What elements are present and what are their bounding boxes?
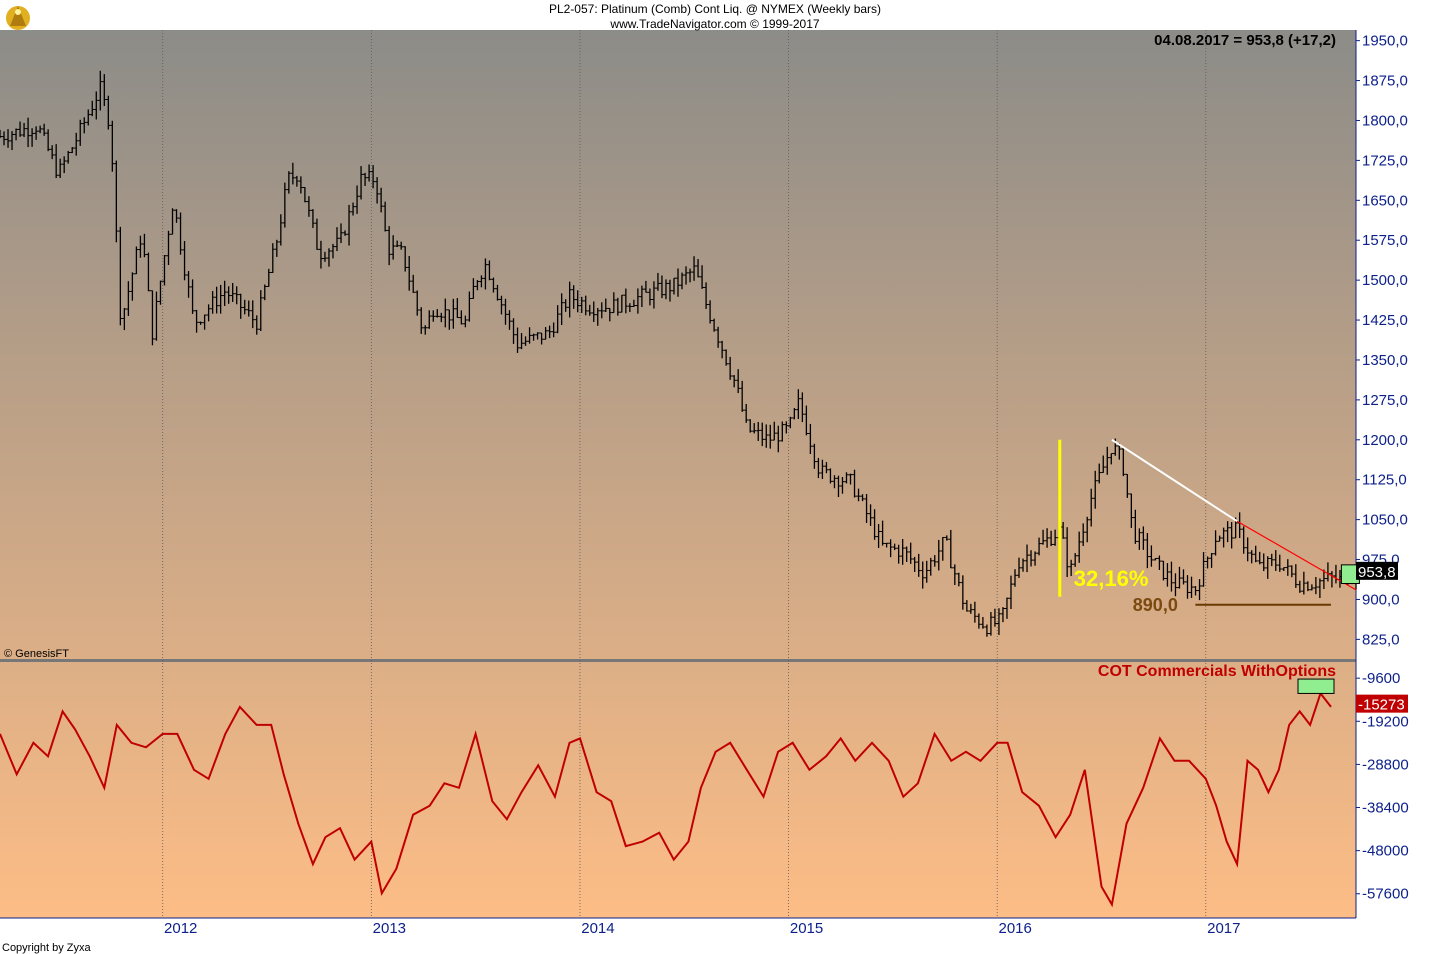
price-series bbox=[0, 70, 1358, 637]
price-y-tick-label: 1500,0 bbox=[1362, 272, 1408, 289]
x-tick-label: 2016 bbox=[998, 920, 1031, 937]
price-y-tick-label: 1725,0 bbox=[1362, 152, 1408, 169]
last-quote-label: 04.08.2017 = 953,8 (+17,2) bbox=[1154, 32, 1336, 49]
logo-icon bbox=[6, 6, 30, 30]
price-y-tick-label: 1800,0 bbox=[1362, 112, 1408, 129]
price-y-tick-label: 1125,0 bbox=[1362, 472, 1407, 489]
cot-y-tick-label: -28800 bbox=[1362, 756, 1409, 773]
cot-y-tick-label: -19200 bbox=[1362, 713, 1409, 730]
price-y-tick-label: 1875,0 bbox=[1362, 73, 1408, 90]
cot-last-badge bbox=[1356, 694, 1408, 713]
x-tick-label: 2017 bbox=[1207, 920, 1240, 937]
chart-title: PL2-057: Platinum (Comb) Cont Liq. @ NYM… bbox=[549, 2, 881, 16]
x-tick-label: 2012 bbox=[164, 920, 197, 937]
price-y-tick-label: 1050,0 bbox=[1362, 512, 1408, 529]
cot-last-badge-text: -15273 bbox=[1358, 697, 1405, 714]
plot-background bbox=[0, 30, 1356, 918]
price-annotations: 32,16% 890,0 953,8 bbox=[1058, 438, 1398, 615]
price-y-tick-label: 1275,0 bbox=[1362, 392, 1408, 409]
chart-subtitle: www.TradeNavigator.com © 1999-2017 bbox=[609, 17, 819, 31]
x-axis: 2012 2013 2014 2015 2016 2017 bbox=[0, 30, 1357, 937]
x-tick-label: 2013 bbox=[373, 920, 406, 937]
percent-move-label: 32,16% bbox=[1074, 566, 1149, 591]
price-y-tick-label: 1200,0 bbox=[1362, 432, 1408, 449]
support-label: 890,0 bbox=[1133, 595, 1178, 615]
cot-y-tick-label: -9600 bbox=[1362, 670, 1400, 687]
axis-background bbox=[1356, 30, 1430, 918]
trendline-red bbox=[1236, 520, 1357, 591]
last-price-badge-text: 953,8 bbox=[1358, 564, 1396, 581]
cot-annotations: COT Commercials WithOptions -15273 bbox=[1098, 663, 1408, 714]
copyright-label: Copyright by Zyxa bbox=[2, 942, 92, 954]
cot-y-tick-label: -38400 bbox=[1362, 800, 1409, 817]
price-y-tick-label: 900,0 bbox=[1362, 591, 1400, 608]
cot-title: COT Commercials WithOptions bbox=[1098, 663, 1336, 680]
price-y-tick-label: 1350,0 bbox=[1362, 352, 1408, 369]
pane-divider bbox=[0, 659, 1356, 662]
last-price-badge bbox=[1356, 561, 1398, 580]
price-y-tick-label: 1950,0 bbox=[1362, 33, 1408, 50]
cot-y-tick-label: -48000 bbox=[1362, 843, 1409, 860]
x-tick-label: 2014 bbox=[581, 920, 614, 937]
price-y-tick-label: 1575,0 bbox=[1362, 232, 1408, 249]
cot-y-axis: -9600 -19200 -28800 -38400 -48000 -57600 bbox=[1356, 670, 1409, 903]
trendline-white bbox=[1111, 438, 1238, 523]
price-y-tick-label: 1650,0 bbox=[1362, 192, 1408, 209]
source-credit: © GenesisFT bbox=[4, 648, 69, 660]
price-y-tick-label: 1425,0 bbox=[1362, 312, 1408, 329]
price-y-tick-label: 825,0 bbox=[1362, 631, 1400, 648]
cot-line bbox=[0, 691, 1332, 908]
x-tick-label: 2015 bbox=[790, 920, 823, 937]
cot-highlight bbox=[1297, 678, 1335, 694]
cot-y-tick-label: -57600 bbox=[1362, 886, 1409, 903]
